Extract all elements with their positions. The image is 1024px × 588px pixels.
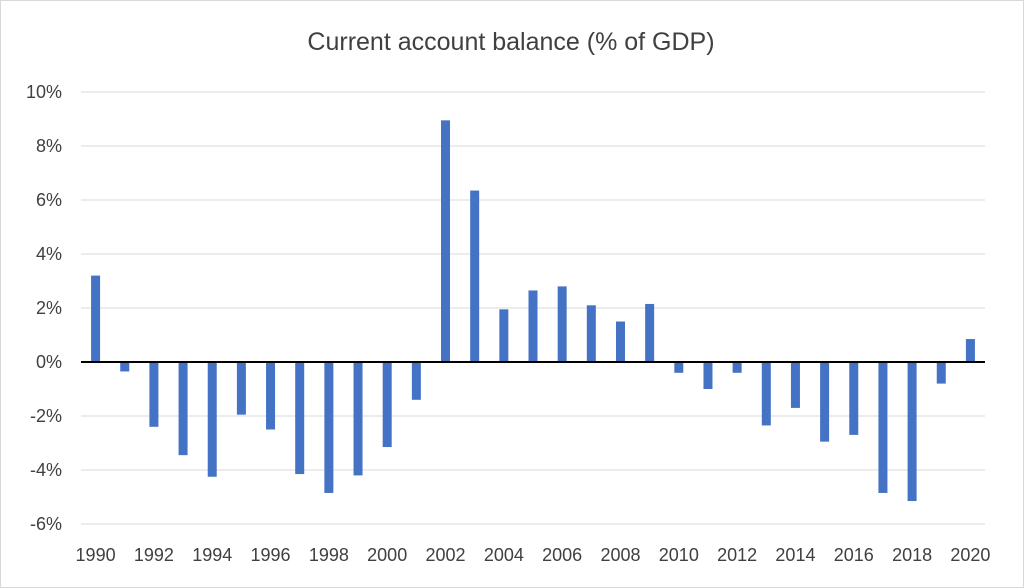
x-tick-label: 2008 [600, 545, 640, 565]
x-axis-ticks: 1990 1992 1994 1996 1998 2000 2002 2004 2006 2008… [76, 545, 991, 565]
bar [470, 190, 480, 362]
bar [91, 275, 101, 362]
bar [732, 362, 742, 373]
x-tick-label: 1996 [251, 545, 291, 565]
x-tick-label: 1992 [134, 545, 174, 565]
bar [178, 362, 188, 456]
y-axis-ticks: 10% 8% 6% 4% 2% 0% -2% -4% -6% [26, 82, 62, 534]
bar [557, 286, 567, 362]
y-tick-label: 4% [36, 244, 62, 264]
bar [528, 290, 538, 362]
bar [790, 362, 800, 408]
x-tick-label: 2006 [542, 545, 582, 565]
x-tick-label: 2018 [892, 545, 932, 565]
x-tick-label: 2000 [367, 545, 407, 565]
bar [761, 362, 771, 426]
x-tick-label: 2016 [834, 545, 874, 565]
bar [120, 362, 130, 372]
bar [703, 362, 713, 389]
bar [324, 362, 334, 493]
bar [353, 362, 363, 476]
bar [149, 362, 159, 427]
bar [849, 362, 859, 435]
bar [615, 321, 625, 362]
bar [499, 309, 509, 362]
y-tick-label: -2% [30, 406, 62, 426]
x-tick-label: 2010 [659, 545, 699, 565]
x-tick-label: 2004 [484, 545, 524, 565]
bar [295, 362, 305, 475]
y-tick-label: 2% [36, 298, 62, 318]
chart-title: Current account balance (% of GDP) [307, 28, 715, 56]
x-tick-label: 1994 [192, 545, 232, 565]
y-tick-label: 8% [36, 136, 62, 156]
bar [878, 362, 888, 493]
y-tick-label: -4% [30, 460, 62, 480]
bar [936, 362, 946, 384]
bar [586, 305, 596, 362]
bar [441, 120, 451, 362]
bar [236, 362, 246, 415]
y-tick-label: 6% [36, 190, 62, 210]
y-tick-label: 10% [26, 82, 62, 102]
x-tick-label: 1990 [76, 545, 116, 565]
y-tick-label: -6% [30, 514, 62, 534]
bar [266, 362, 276, 430]
bar [965, 339, 975, 362]
x-tick-label: 2002 [425, 545, 465, 565]
gridlines [81, 91, 985, 525]
x-tick-label: 2012 [717, 545, 757, 565]
x-tick-label: 2014 [775, 545, 815, 565]
bars [91, 120, 975, 502]
bar [207, 362, 217, 477]
x-tick-label: 1998 [309, 545, 349, 565]
bar [645, 303, 655, 362]
bar [820, 362, 830, 442]
y-tick-label: 0% [36, 352, 62, 372]
x-tick-label: 2020 [950, 545, 990, 565]
bar [411, 362, 421, 400]
bar [674, 362, 684, 373]
bar [382, 362, 392, 448]
bar [907, 362, 917, 502]
